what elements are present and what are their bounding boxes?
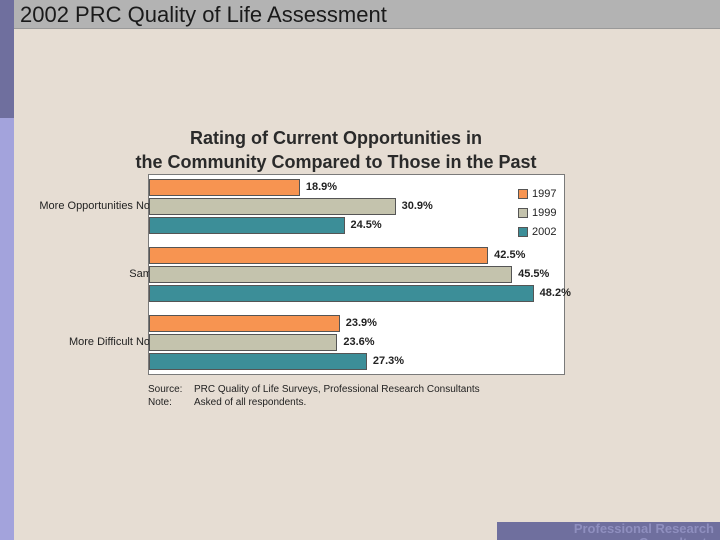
category-label: More Difficult Now [68,336,158,348]
legend-swatch [518,226,528,237]
legend-label: 1997 [532,187,557,200]
data-label: 23.6% [343,336,375,348]
legend-label: 2002 [532,225,557,238]
bar-2002 [149,285,534,302]
data-label: 48.2% [539,287,571,299]
chart-legend: 1997 1999 2002 [518,184,556,241]
bar-1999 [149,198,396,215]
data-label: 18.9% [305,181,338,193]
slide-title: 2002 PRC Quality of Life Assessment [20,2,387,27]
category-label: More Opportunities Now [39,200,158,212]
chart-title-line-1: Rating of Current Opportunities in [190,128,482,148]
data-label: 30.9% [401,200,433,212]
bar-1997 [149,315,340,332]
source-text: PRC Quality of Life Surveys, Professiona… [194,384,480,395]
legend-item: 2002 [518,222,556,241]
chart-title: Rating of Current Opportunities in the C… [100,126,572,174]
bar-2002 [149,353,367,370]
data-label: 45.5% [518,268,550,280]
left-accent-strip-dark [0,0,14,118]
legend-swatch [518,207,528,218]
note-text: Asked of all respondents. [194,397,307,408]
legend-item: 1997 [518,184,556,203]
category-label: Same [129,268,158,280]
legend-swatch [518,188,528,199]
chart-title-line-2: the Community Compared to Those in the P… [135,152,537,172]
note-label: Note: [148,397,172,408]
source-label: Source: [148,384,183,395]
legend-label: 1999 [532,206,557,219]
legend-item: 1999 [518,203,556,222]
bar-1997 [149,179,300,196]
data-label: 24.5% [350,219,382,231]
bar-2002 [149,217,345,234]
left-accent-strip-light [0,118,14,540]
chart-notes: Source: PRC Quality of Life Surveys, Pro… [148,383,480,409]
data-label: 27.3% [372,355,405,367]
bar-1997 [149,247,489,264]
data-label: 42.5% [494,249,526,261]
bar-1999 [149,266,513,283]
slide-header: 2002 PRC Quality of Life Assessment [0,0,720,29]
data-label: 23.9% [345,317,377,329]
footer-text: Professional Research Consultants [573,522,714,540]
bar-1999 [149,334,338,351]
footer-banner: Professional Research Consultants [497,522,720,540]
